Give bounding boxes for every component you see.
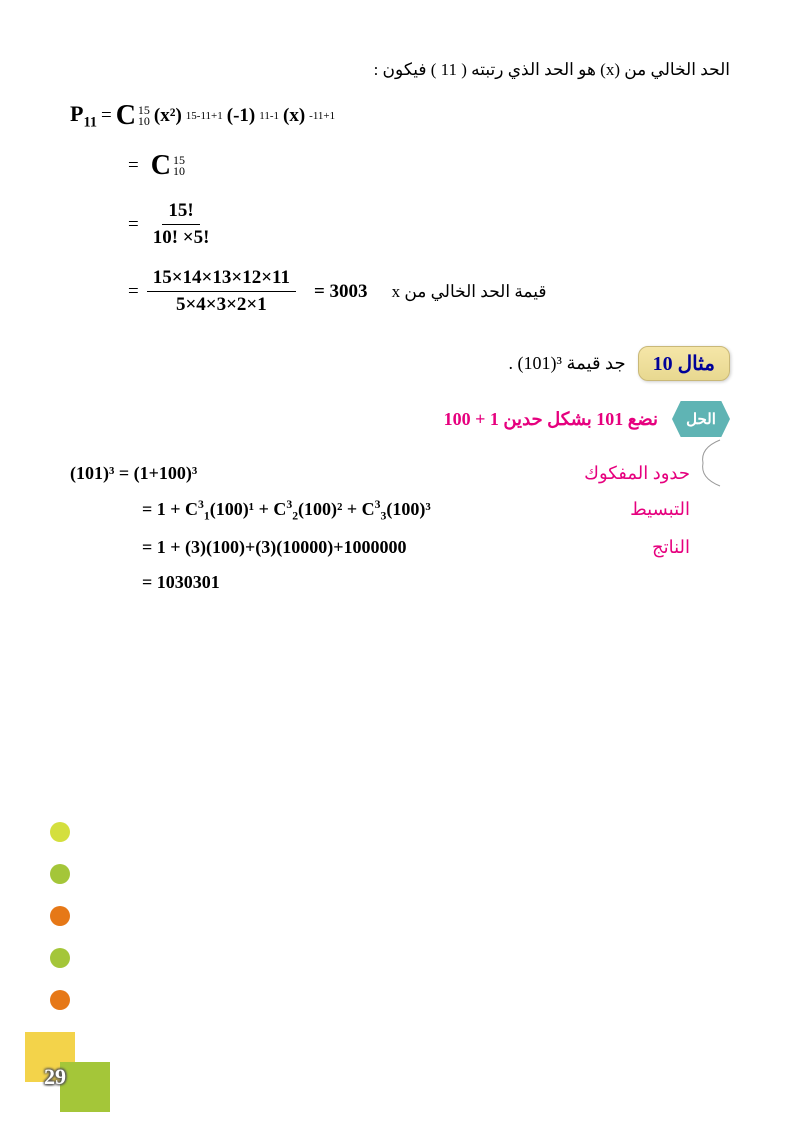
- equation-1: P11 = C1510 (x²)15-11+1 (-1)11-1 (x)-11+…: [70, 100, 730, 132]
- dot-icon: [50, 822, 70, 842]
- intro-text: الحد الخالي من (x) هو الحد الذي رتبته ( …: [70, 60, 730, 80]
- solution-row: الحل نضع 101 بشكل حدين 1 + 100: [70, 401, 730, 437]
- page-number: 29: [44, 1064, 66, 1090]
- example-row: مثال 10 جد قيمة ³(101) .: [70, 346, 730, 381]
- decorative-bracket: [695, 438, 725, 488]
- square-icon: [60, 1062, 110, 1112]
- expansion-row-3: = 1 + (3)(100)+(3)(10000)+1000000 الناتج: [142, 537, 730, 558]
- solution-badge: الحل: [672, 401, 730, 437]
- expansion-row-2: = 1 + C31(100)¹ + C32(100)² + C33(100)³ …: [142, 498, 730, 523]
- equation-2: = C1510: [128, 150, 730, 182]
- dot-icon: [50, 864, 70, 884]
- expansion-row-4: = 1030301: [142, 572, 730, 593]
- example-text: جد قيمة ³(101) .: [509, 353, 626, 374]
- dot-icon: [50, 990, 70, 1010]
- solution-text: نضع 101 بشكل حدين 1 + 100: [444, 409, 658, 430]
- dot-icon: [50, 906, 70, 926]
- equation-4: = 15×14×13×12×11 5×4×3×2×1 = 3003 قيمة ا…: [128, 267, 730, 316]
- example-badge: مثال 10: [638, 346, 730, 381]
- decorative-dots: [50, 822, 70, 1052]
- equation-3: = 15! 10! ×5!: [128, 200, 730, 249]
- dot-icon: [50, 948, 70, 968]
- expansion-row-1: (101)³ = (1+100)³ حدود المفكوك: [70, 463, 730, 484]
